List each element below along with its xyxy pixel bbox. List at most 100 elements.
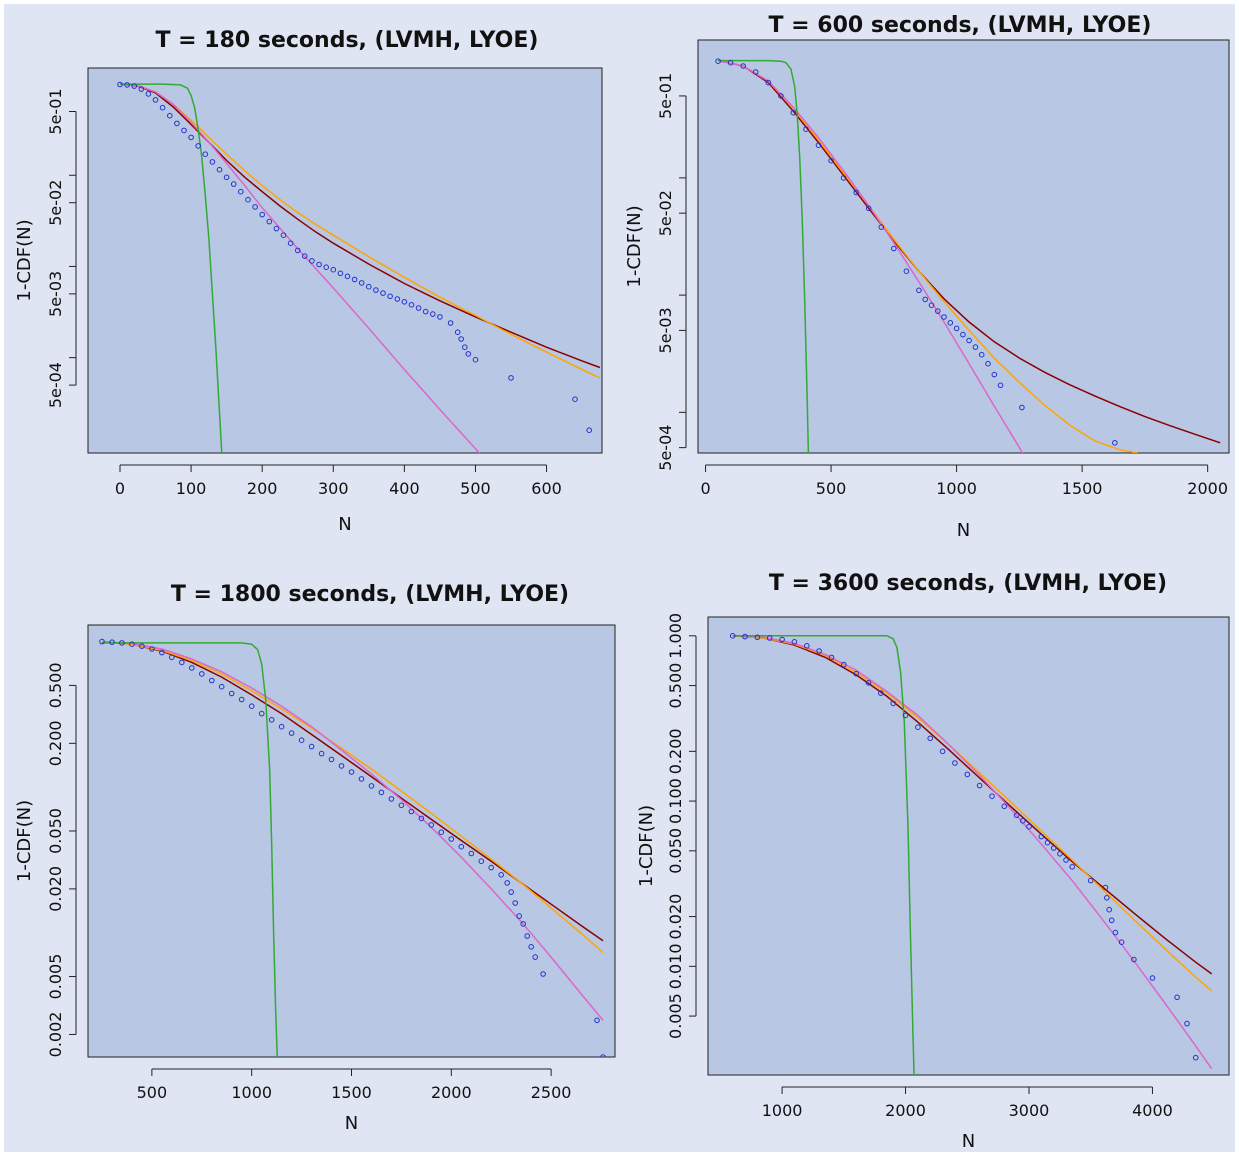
data-point [520, 921, 527, 927]
data-point [131, 83, 137, 89]
data-point [953, 325, 960, 332]
series-line [732, 635, 1213, 1070]
data-point [145, 91, 152, 97]
data-point [1108, 917, 1115, 924]
data-point [373, 287, 379, 293]
data-point [216, 166, 223, 173]
data-point [202, 151, 209, 157]
y-tick-label: 1.000 [666, 613, 685, 659]
data-point [139, 643, 145, 650]
data-point [1069, 864, 1075, 870]
data-point [985, 360, 991, 367]
data-point [169, 654, 175, 661]
data-point [368, 783, 375, 789]
data-point [841, 661, 847, 668]
series-group [729, 633, 1213, 1075]
data-point [1174, 994, 1180, 1001]
data-point [472, 356, 479, 363]
x-tick-label: 2000 [1187, 479, 1228, 498]
data-point [729, 633, 736, 639]
x-tick-label: 0 [700, 479, 710, 498]
y-tick-label: 5e-01 [46, 88, 65, 134]
data-point [865, 680, 872, 686]
data-point [388, 796, 395, 802]
plot-area [697, 39, 1230, 454]
data-point [715, 58, 721, 65]
y-tick-label: 0.200 [46, 720, 65, 766]
data-point [754, 634, 761, 641]
data-point [828, 654, 835, 661]
y-tick-label: 5e-02 [656, 190, 675, 236]
x-tick-label: 1500 [331, 1083, 372, 1102]
y-tick-label: 0.020 [666, 894, 685, 940]
data-point [129, 641, 135, 648]
y-tick-label: 0.020 [46, 866, 65, 912]
x-tick-label: 100 [176, 479, 207, 498]
data-point [966, 337, 972, 344]
data-point [119, 640, 125, 646]
data-point [540, 971, 546, 977]
data-point [378, 789, 385, 796]
data-point [330, 266, 337, 273]
x-tick-label: 2000 [431, 1083, 472, 1102]
data-point [1063, 857, 1069, 863]
data-point [815, 142, 822, 148]
data-point [428, 822, 435, 828]
series-line [718, 59, 810, 453]
data-point [508, 889, 515, 895]
data-point [997, 382, 1004, 389]
x-axis-label: N [957, 520, 970, 541]
data-point [458, 336, 465, 342]
data-point [488, 864, 495, 871]
series-line [119, 83, 481, 453]
data-point [1050, 845, 1057, 851]
data-point [586, 427, 593, 434]
data-point [245, 196, 251, 203]
data-point [174, 120, 180, 127]
data-point [294, 247, 301, 254]
data-point [1112, 929, 1119, 936]
data-point [188, 134, 194, 141]
data-point [790, 109, 797, 116]
data-point [1038, 833, 1045, 840]
data-point [109, 639, 115, 646]
data-point [878, 690, 884, 696]
data-point [1057, 851, 1063, 857]
data-point [928, 302, 935, 309]
series-group [715, 58, 1221, 453]
data-point [309, 258, 315, 264]
chart-panel: T = 600 seconds, (LVMH, LYOE) N 1-CDF(N) 0 5… [624, 13, 1230, 541]
data-point [742, 633, 748, 640]
x-axis-label: N [338, 514, 351, 535]
data-point [803, 126, 809, 132]
data-point [1112, 440, 1118, 446]
data-point [504, 880, 511, 886]
data-point [167, 112, 173, 119]
data-point [791, 639, 798, 645]
data-point [252, 204, 258, 210]
data-point [195, 143, 201, 149]
data-point [454, 329, 461, 336]
data-point [524, 933, 531, 939]
y-tick-label: 0.050 [666, 828, 685, 874]
data-point [230, 181, 237, 187]
chart-title: T = 600 seconds, (LVMH, LYOE) [769, 13, 1152, 38]
data-point [891, 245, 897, 252]
data-point [594, 1017, 600, 1024]
data-point [278, 723, 285, 730]
data-point [779, 636, 785, 643]
data-point [447, 320, 454, 326]
data-point [387, 293, 393, 300]
data-point [124, 82, 130, 88]
data-point [328, 756, 335, 763]
data-point [448, 836, 455, 842]
data-point [828, 157, 834, 164]
chart-panel: T = 1800 seconds, (LVMH, LYOE) N 1-CDF(N) 5… [14, 582, 616, 1134]
data-point [287, 240, 294, 246]
data-point [1184, 1020, 1190, 1027]
data-point [865, 205, 872, 212]
data-point [468, 850, 475, 857]
data-point [532, 954, 539, 960]
x-tick-label: 300 [318, 479, 349, 498]
data-point [223, 174, 230, 181]
